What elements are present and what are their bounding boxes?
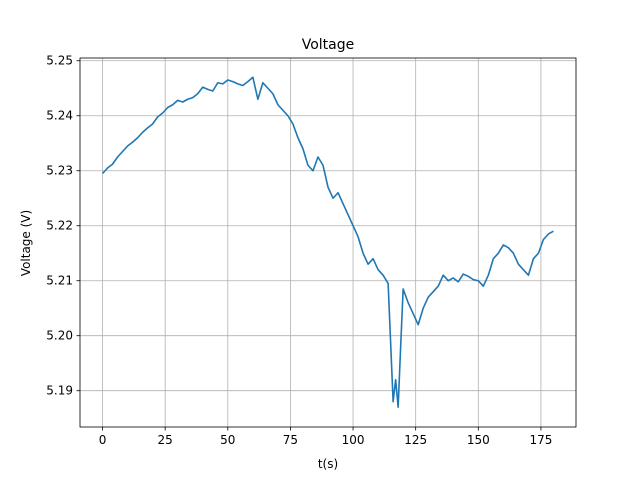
x-tick-label: 175	[529, 433, 552, 447]
y-tick-label: 5.25	[46, 54, 73, 68]
y-tick-label: 5.22	[46, 219, 73, 233]
x-tick-label: 0	[99, 433, 107, 447]
y-axis-label: Voltage (V)	[19, 210, 33, 276]
chart-title: Voltage	[302, 37, 355, 53]
grid-lines	[80, 58, 576, 427]
x-tick-label: 100	[342, 433, 365, 447]
x-tick-label: 125	[404, 433, 427, 447]
x-tick-label: 50	[220, 433, 235, 447]
plot-area-frame	[79, 57, 577, 428]
x-tick-label: 25	[158, 433, 173, 447]
y-tick-label: 5.20	[46, 329, 73, 343]
x-tick-label: 150	[467, 433, 490, 447]
y-tick-label: 5.19	[46, 384, 73, 398]
voltage-series-line	[101, 76, 554, 408]
x-axis-label: t(s)	[318, 457, 338, 471]
y-axis-ticks: 5.19 5.20 5.21 5.22 5.23 5.24 5.25	[46, 54, 80, 398]
y-tick-label: 5.21	[46, 274, 73, 288]
y-tick-label: 5.24	[46, 109, 73, 123]
y-tick-label: 5.23	[46, 164, 73, 178]
x-tick-label: 75	[283, 433, 298, 447]
x-axis-ticks: 0 25 50 75 100 125 150 175	[99, 427, 552, 447]
